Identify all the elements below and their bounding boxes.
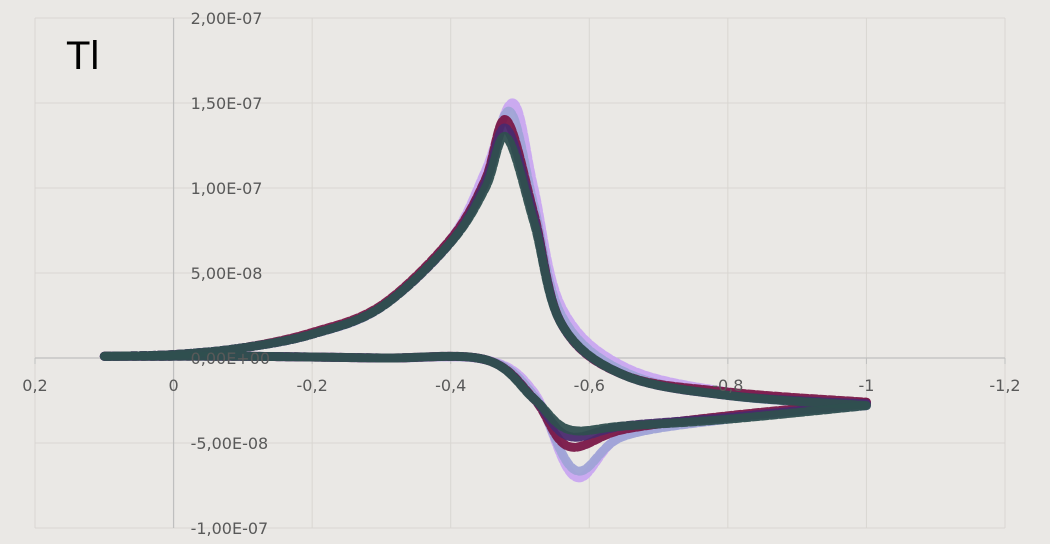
series-1 [99, 98, 871, 483]
y-tick-label-6: -1,00E-07 [191, 519, 269, 538]
x-tick-label-3: -0,4 [435, 376, 466, 395]
grid-lines [34, 17, 1006, 529]
tick-labels: 0,2 0 -0,2 -0,4 -0,6 -0,8 -1 -1,2 2,00E-07 1,50E-… [22, 9, 1020, 538]
x-tick-label-7: -1,2 [989, 376, 1020, 395]
y-tick-label-0: 2,00E-07 [191, 9, 263, 28]
x-tick-label-4: -0,6 [574, 376, 605, 395]
y-tick-label-3: 5,00E-08 [191, 264, 263, 283]
x-tick-label-5: -0,8 [712, 376, 743, 395]
y-tick-label-4: 0,00E+00 [191, 349, 270, 368]
series-5 [99, 132, 871, 436]
chart-title: Tl [66, 34, 99, 78]
x-tick-label-1: 0 [168, 376, 178, 395]
x-tick-label-2: -0,2 [297, 376, 328, 395]
series-5-forward-line [99, 132, 871, 411]
y-tick-label-1: 1,50E-07 [191, 94, 263, 113]
y-tick-label-2: 1,00E-07 [191, 179, 263, 198]
x-tick-label-6: -1 [858, 376, 874, 395]
series-5-reverse-line [99, 351, 871, 436]
x-tick-label-0: 0,2 [22, 376, 47, 395]
series-group [99, 98, 871, 483]
y-tick-label-5: -5,00E-08 [191, 434, 269, 453]
